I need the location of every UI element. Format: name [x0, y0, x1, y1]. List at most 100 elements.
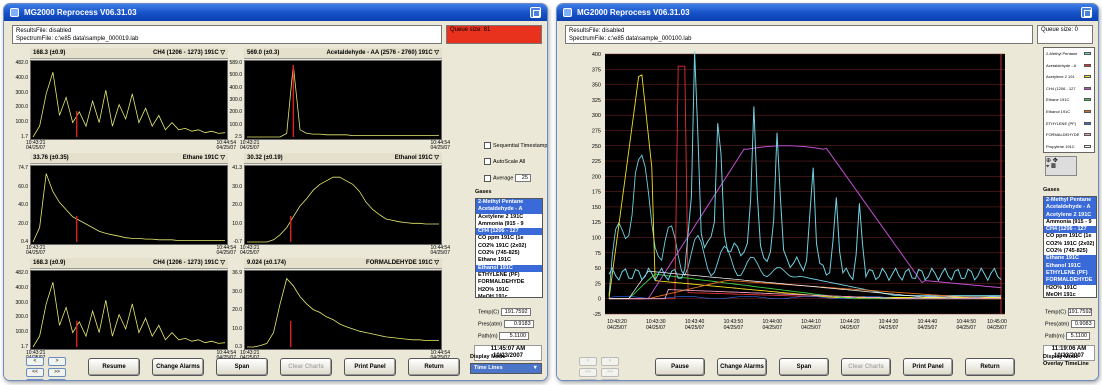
average-checkbox[interactable]: Average 25 — [484, 174, 531, 182]
scroll-button[interactable]: << — [579, 368, 597, 377]
scroll-button[interactable]: >>> — [601, 379, 619, 380]
print-panel-button[interactable]: Print Panel — [344, 358, 396, 376]
gas-list-item[interactable]: CO ppm 191C (1e — [1046, 233, 1092, 240]
print-panel-button[interactable]: Print Panel — [903, 358, 953, 376]
gas-list-item[interactable]: Ethane 191C — [1044, 255, 1096, 263]
gas-list-item[interactable]: H2O% 191C — [478, 286, 509, 293]
span-button[interactable]: Span — [779, 358, 829, 376]
scroll-button[interactable]: <<< — [26, 379, 44, 380]
gas-list-item[interactable]: CO2% (745-825) — [478, 250, 520, 257]
change-alarms-button[interactable]: Change Alarms — [717, 358, 767, 376]
graph-tools[interactable]: ⊕ ✥ ⌖ ▦ — [1045, 156, 1077, 176]
maximize-button[interactable] — [530, 7, 541, 18]
gas-list-item[interactable]: CO2% 191C (2x02) — [1046, 240, 1095, 247]
legend-swatch — [1084, 52, 1091, 55]
pres-field: Pres(atm) 0.9183 — [478, 320, 534, 328]
gas-list-item[interactable]: FORMALDEHYDE — [478, 279, 525, 286]
gas-list-item[interactable]: CO2% 191C (2x02) — [478, 242, 527, 249]
clear-charts-button[interactable]: Clear Charts — [841, 358, 891, 376]
scroll-button[interactable]: >>> — [48, 379, 66, 380]
gas-list-item[interactable]: CO ppm 191C (1e — [478, 235, 524, 242]
y-tick-label: 1.7 — [21, 134, 28, 140]
pan-icon[interactable]: ✥ — [1052, 158, 1058, 164]
gas-list-item[interactable]: Ammonia (915 - 9 — [1046, 218, 1092, 225]
gas-list-item[interactable]: MeOH 191c — [1046, 291, 1076, 298]
gas-list-item[interactable]: 2-Methyl Pentane — [1044, 197, 1096, 205]
pause-button[interactable]: Pause — [655, 358, 705, 376]
gas-list-item[interactable]: Ammonia (915 - 9 — [478, 220, 524, 227]
gas-list-item[interactable]: FORMALDEHYDE — [1044, 277, 1096, 285]
display-mode-value[interactable]: Overlay TimeLine — [1043, 361, 1089, 367]
scroll-button[interactable]: << — [26, 368, 44, 377]
gas-list-item[interactable]: CO2% (745-825) — [1046, 248, 1088, 255]
maximize-button[interactable] — [1081, 7, 1092, 18]
return-button[interactable]: Return — [965, 358, 1015, 376]
gas-list-item[interactable]: Ethanol 191C — [1044, 262, 1096, 270]
zoom-icon[interactable]: ⊕ — [1046, 158, 1052, 164]
gas-list-item[interactable]: Acetaldehyde - A — [1044, 204, 1096, 212]
cursor-icon[interactable]: ⌖ — [1046, 164, 1050, 170]
sequential-timestamp-checkbox[interactable]: Sequential Timestamp — [484, 142, 547, 149]
series-line — [608, 51, 1002, 282]
clear-charts-button[interactable]: Clear Charts — [280, 358, 332, 376]
plot-value: 9.024 (±0.174) — [247, 260, 286, 266]
plot-value: 569.0 (±0.3) — [247, 50, 280, 56]
trace-line — [247, 176, 439, 243]
average-input[interactable]: 25 — [514, 174, 531, 182]
scroll-button[interactable]: > — [48, 357, 66, 366]
y-tick-label: 400.0 — [229, 84, 242, 91]
gases-list[interactable]: 2-Methyl Pentane Acetaldehyde - A Acetylen… — [1043, 196, 1097, 298]
scroll-button[interactable]: >> — [601, 368, 619, 377]
gas-list-item[interactable]: Acetaldehyde - A — [476, 206, 542, 214]
gas-list-item[interactable]: Ethanol 191C — [476, 264, 542, 272]
y-tick-label: 400.0 — [15, 74, 28, 81]
x-start-label: 10:43:21 04/25/07 — [240, 245, 260, 256]
gas-list-item[interactable]: Acetylene 2 191C — [478, 213, 524, 220]
plot-gas-selector[interactable]: CH4 (1206 - 1273) 191C ▽ — [153, 50, 225, 56]
app-icon — [10, 8, 19, 17]
plot-gas-selector[interactable]: Ethane 191C ▽ — [182, 155, 225, 161]
grid-icon[interactable]: ▦ — [1051, 164, 1056, 170]
gas-list-item[interactable]: MeOH 191c — [478, 293, 508, 298]
gas-list-item[interactable]: CH4 (1206 - 127 — [476, 228, 542, 236]
plot-gas-selector[interactable]: Acetaldehyde - AA (2576 - 2760) 191C ▽ — [326, 50, 439, 56]
x-tick-label: 10:44:10 04/25/07 — [801, 319, 821, 331]
scroll-button[interactable]: <<< — [579, 379, 597, 380]
return-button[interactable]: Return — [408, 358, 460, 376]
autoscale-all-checkbox[interactable]: AutoScale All — [484, 158, 525, 165]
plot-gas-selector[interactable]: CH4 (1206 - 1273) 191C ▽ — [153, 260, 225, 266]
display-mode-select[interactable]: Time Lines ▼ — [470, 363, 542, 374]
gas-list-item[interactable]: H2O% 191C — [1046, 284, 1077, 291]
y-tick-label: 10.0 — [232, 220, 242, 227]
plot-trace — [32, 72, 226, 138]
gas-list-item[interactable]: Acetylene 2 191C — [1044, 211, 1096, 219]
gas-list-item[interactable]: CH4 (1206 - 127 — [1044, 226, 1096, 234]
legend-swatch — [1084, 63, 1091, 67]
y-tick-label: 20.0 — [18, 220, 28, 227]
y-tick-label: 300.0 — [15, 299, 28, 306]
gas-list-item[interactable]: Ethane 191C — [478, 257, 512, 264]
scroll-button[interactable]: < — [579, 357, 597, 366]
y-tick-label: 10.0 — [232, 325, 242, 332]
span-button[interactable]: Span — [216, 358, 268, 376]
y-tick-label: 325 — [592, 98, 601, 104]
gas-list-item[interactable]: ETHYLENE (PF) — [478, 271, 520, 278]
legend-swatch — [1084, 121, 1091, 125]
scroll-button[interactable]: > — [601, 357, 619, 366]
y-tick-label: 40.0 — [18, 202, 28, 208]
resume-button[interactable]: Resume — [88, 358, 140, 376]
gas-list-item[interactable]: 2-Methyl Pentane — [476, 199, 542, 207]
scroll-button[interactable]: >> — [48, 368, 66, 377]
scroll-button[interactable]: < — [26, 357, 44, 366]
change-alarms-button[interactable]: Change Alarms — [152, 358, 204, 376]
x-tick-label: 10:43:20 04/25/07 — [607, 319, 627, 331]
plot-gas-selector[interactable]: FORMALDEHYDE 191C ▽ — [366, 260, 439, 266]
y-tick-label: 150 — [592, 205, 601, 211]
plot-gas-selector[interactable]: Ethanol 191C ▽ — [394, 155, 439, 161]
gases-list[interactable]: 2-Methyl Pentane Acetaldehyde - A Acetylen… — [475, 198, 543, 298]
legend-swatch — [1084, 86, 1091, 90]
plot-trace — [32, 173, 225, 243]
plot-header: 33.76 (±0.35) Ethane 191C ▽ — [30, 153, 228, 164]
legend-swatch — [1084, 109, 1091, 113]
gas-list-item[interactable]: ETHYLENE (PF) — [1044, 269, 1096, 278]
